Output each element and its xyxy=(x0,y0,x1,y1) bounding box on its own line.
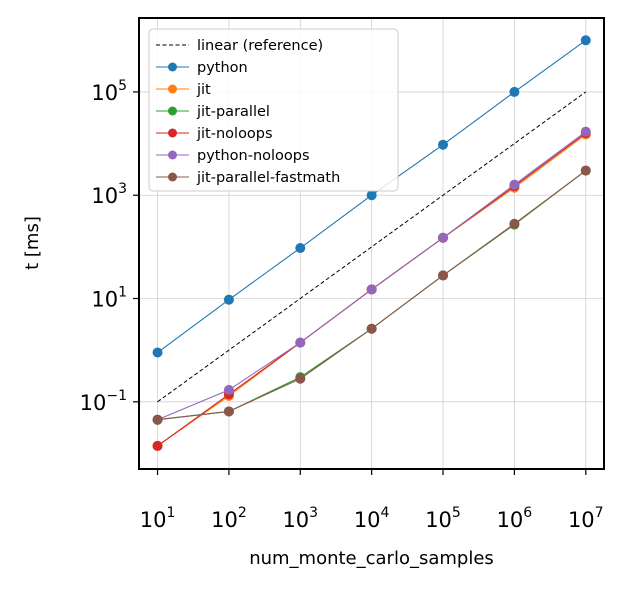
legend-entry-jit-noloops: jit-noloops xyxy=(156,126,273,142)
x-tick-label: 106 xyxy=(497,505,533,532)
legend-marker xyxy=(168,84,177,94)
data-point-python xyxy=(152,347,163,358)
y-tick-exponent: −1 xyxy=(106,388,127,404)
data-point-jit-parallel-fastmath xyxy=(223,406,234,417)
data-point-python-noloops xyxy=(295,337,306,348)
data-point-jit-parallel-fastmath xyxy=(580,165,591,176)
data-point-jit-parallel-fastmath xyxy=(366,323,377,334)
legend-marker xyxy=(168,62,177,72)
x-tick-base: 10 xyxy=(211,508,238,532)
x-tick-exponent: 2 xyxy=(238,505,247,521)
x-tick-exponent: 7 xyxy=(595,505,604,521)
x-tick-label: 107 xyxy=(568,505,604,532)
x-tick-exponent: 6 xyxy=(523,505,532,521)
data-point-python-noloops xyxy=(509,179,520,190)
y-tick-exponent: 3 xyxy=(118,181,127,197)
x-tick-label: 102 xyxy=(211,505,247,532)
legend-label: jit-noloops xyxy=(196,126,273,142)
legend-label: python xyxy=(197,60,248,76)
legend-entry-linear-reference: linear (reference) xyxy=(156,38,323,54)
legend-box xyxy=(148,28,399,192)
y-tick-base: 10 xyxy=(91,184,118,208)
x-tick-base: 10 xyxy=(497,508,524,532)
x-tick-base: 10 xyxy=(282,508,309,532)
series-layer xyxy=(152,35,591,451)
x-axis-label: num_monte_carlo_samples xyxy=(249,548,494,569)
data-point-python xyxy=(295,243,306,254)
data-point-jit-noloops xyxy=(152,440,163,451)
y-axis-label: t [ms] xyxy=(22,216,43,270)
legend-marker xyxy=(168,150,177,160)
series-jit-parallel-fastmath xyxy=(152,165,591,425)
legend-label: jit-parallel-fastmath xyxy=(196,170,340,186)
y-tick-label: 10−1 xyxy=(80,388,127,415)
data-point-python xyxy=(366,190,377,201)
legend-label: jit xyxy=(196,82,211,98)
data-point-jit-parallel-fastmath xyxy=(152,414,163,425)
legend-entry-python-noloops: python-noloops xyxy=(156,148,310,164)
x-tick-base: 10 xyxy=(354,508,381,532)
legend-label: linear (reference) xyxy=(197,38,323,54)
y-tick-base: 10 xyxy=(91,81,118,105)
x-tick-exponent: 3 xyxy=(309,505,318,521)
series-linear-reference xyxy=(157,91,587,403)
x-tick-base: 10 xyxy=(568,508,595,532)
x-tick-label: 105 xyxy=(425,505,461,532)
x-tick-base: 10 xyxy=(140,508,167,532)
y-tick-label: 103 xyxy=(91,181,127,208)
series-line-linear-reference xyxy=(157,91,587,403)
data-point-python xyxy=(223,294,234,305)
legend-entry-jit-parallel: jit-parallel xyxy=(156,104,270,120)
data-point-jit-parallel-fastmath xyxy=(295,373,306,384)
legend-entry-jit: jit xyxy=(156,82,211,98)
legend-label: jit-parallel xyxy=(196,104,270,120)
x-tick-label: 104 xyxy=(354,505,390,532)
legend: linear (reference) python jit jit-parallel j… xyxy=(148,28,399,192)
data-point-jit-parallel-fastmath xyxy=(509,218,520,229)
legend-label: python-noloops xyxy=(197,148,310,164)
x-tick-base: 10 xyxy=(425,508,452,532)
series-python xyxy=(152,35,591,358)
legend-marker xyxy=(168,172,177,182)
data-point-python-noloops xyxy=(366,284,377,295)
legend-entry-jit-parallel-fastmath: jit-parallel-fastmath xyxy=(156,170,340,186)
x-tick-label: 103 xyxy=(282,505,318,532)
legend-marker xyxy=(168,106,177,116)
x-tick-exponent: 4 xyxy=(381,505,390,521)
series-python-noloops xyxy=(152,126,591,425)
data-point-python xyxy=(580,35,591,46)
y-tick-base: 10 xyxy=(91,288,118,312)
data-point-jit-parallel-fastmath xyxy=(438,270,449,281)
data-point-python-noloops xyxy=(580,126,591,137)
data-point-python-noloops xyxy=(438,232,449,243)
data-point-python-noloops xyxy=(223,384,234,395)
x-tick-exponent: 1 xyxy=(166,505,175,521)
y-tick-exponent: 5 xyxy=(118,78,127,94)
y-tick-label: 105 xyxy=(91,78,127,105)
y-tick-base: 10 xyxy=(80,391,107,415)
x-tick-label: 101 xyxy=(140,505,176,532)
data-point-python xyxy=(509,86,520,97)
legend-entry-python: python xyxy=(156,60,248,76)
x-tick-exponent: 5 xyxy=(452,505,461,521)
legend-marker xyxy=(168,128,177,138)
y-tick-exponent: 1 xyxy=(118,285,127,301)
data-point-python xyxy=(438,139,449,150)
y-tick-label: 101 xyxy=(91,285,127,312)
